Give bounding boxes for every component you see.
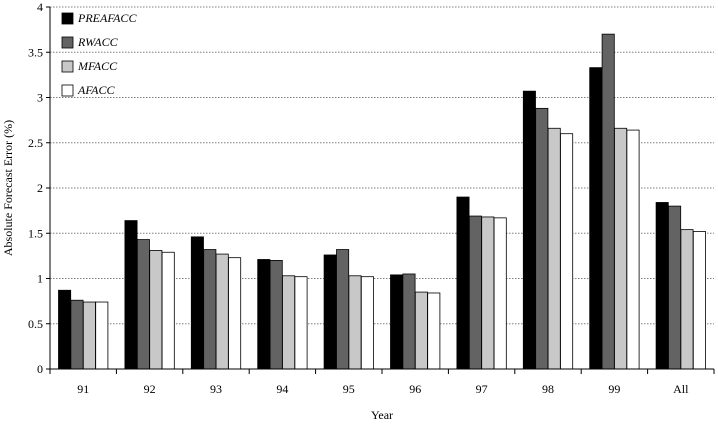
- bar-afacc-95: [360, 276, 374, 370]
- bar-rwacc-97: [468, 215, 482, 370]
- bar-rwacc-92: [136, 239, 150, 370]
- y-tick-labels: 0 0.5 1 1.5 2 2.5 3 3.5 4: [28, 0, 50, 376]
- legend-label-afacc: AFACC: [77, 83, 115, 97]
- bar-rwacc-all: [668, 205, 682, 370]
- x-tick-label: 99: [608, 382, 620, 396]
- bar-mfacc-all: [680, 229, 694, 370]
- bar-rwacc-99: [601, 33, 615, 370]
- x-tick-label: All: [673, 382, 689, 396]
- x-tick-label: 97: [476, 382, 488, 396]
- y-tick-label: 2.5: [28, 136, 43, 150]
- y-tick-label: 0.5: [28, 317, 43, 331]
- legend-label-preafacc: PREAFACC: [77, 11, 137, 25]
- bar-afacc-98: [560, 133, 574, 370]
- y-tick-label: 3.5: [28, 45, 43, 59]
- legend-swatch-rwacc: [61, 36, 74, 49]
- bar-mfacc-92: [149, 250, 163, 370]
- y-tick-label: 1: [37, 272, 43, 286]
- bar-rwacc-93: [203, 249, 217, 370]
- bar-mfacc-94: [282, 275, 296, 370]
- bar-rwacc-98: [535, 107, 549, 370]
- bar-afacc-91: [95, 301, 109, 370]
- bar-afacc-99: [626, 129, 640, 370]
- y-tick-label: 3: [37, 91, 43, 105]
- bar-preafacc-97: [456, 196, 470, 370]
- bar-preafacc-99: [589, 67, 603, 370]
- bar-afacc-all: [692, 231, 706, 370]
- bar-afacc-94: [294, 276, 308, 370]
- legend-swatch-mfacc: [61, 60, 74, 73]
- legend-label-rwacc: RWACC: [77, 35, 119, 49]
- bar-mfacc-99: [614, 127, 628, 370]
- bar-preafacc-all: [655, 202, 669, 370]
- y-tick-label: 4: [37, 0, 43, 14]
- bar-mfacc-93: [215, 253, 229, 370]
- x-axis-title: Year: [371, 408, 393, 422]
- y-tick-label: 1.5: [28, 226, 43, 240]
- y-tick-label: 2: [37, 181, 43, 195]
- bar-preafacc-92: [124, 220, 138, 370]
- bar-preafacc-94: [257, 259, 271, 370]
- x-tick-label: 92: [144, 382, 156, 396]
- bar-afacc-93: [228, 257, 242, 370]
- y-axis-title: Absolute Forecast Error (%): [1, 120, 15, 256]
- bar-rwacc-95: [336, 249, 350, 370]
- bar-mfacc-96: [414, 291, 428, 370]
- y-tick-label: 0: [37, 362, 43, 376]
- bar-preafacc-91: [58, 289, 72, 370]
- legend-swatch-afacc: [61, 84, 74, 97]
- legend-swatch-preafacc: [61, 12, 74, 25]
- bar-preafacc-96: [390, 274, 404, 370]
- bar-afacc-92: [161, 251, 175, 370]
- bar-afacc-97: [493, 217, 507, 370]
- bar-preafacc-95: [323, 254, 337, 370]
- x-tick-labels: 91 92 93 94 95 96 97 98 99 All: [77, 382, 689, 396]
- x-tick-label: 93: [210, 382, 222, 396]
- x-tick-label: 91: [77, 382, 89, 396]
- bar-rwacc-91: [70, 299, 84, 370]
- bar-afacc-96: [427, 292, 441, 370]
- bar-mfacc-97: [481, 216, 495, 370]
- bar-preafacc-93: [190, 236, 204, 370]
- legend: PREAFACC RWACC MFACC AFACC: [61, 11, 137, 97]
- x-tick-label: 98: [542, 382, 554, 396]
- x-tick-label: 96: [409, 382, 421, 396]
- x-tick-label: 94: [276, 382, 288, 396]
- bar-rwacc-96: [402, 273, 416, 370]
- bars: [58, 33, 706, 370]
- bar-mfacc-95: [348, 275, 362, 370]
- x-tick-label: 95: [343, 382, 355, 396]
- bar-rwacc-94: [269, 259, 283, 370]
- bar-mfacc-91: [82, 301, 96, 370]
- legend-label-mfacc: MFACC: [77, 59, 118, 73]
- bar-preafacc-98: [522, 90, 536, 370]
- bar-mfacc-98: [547, 127, 561, 370]
